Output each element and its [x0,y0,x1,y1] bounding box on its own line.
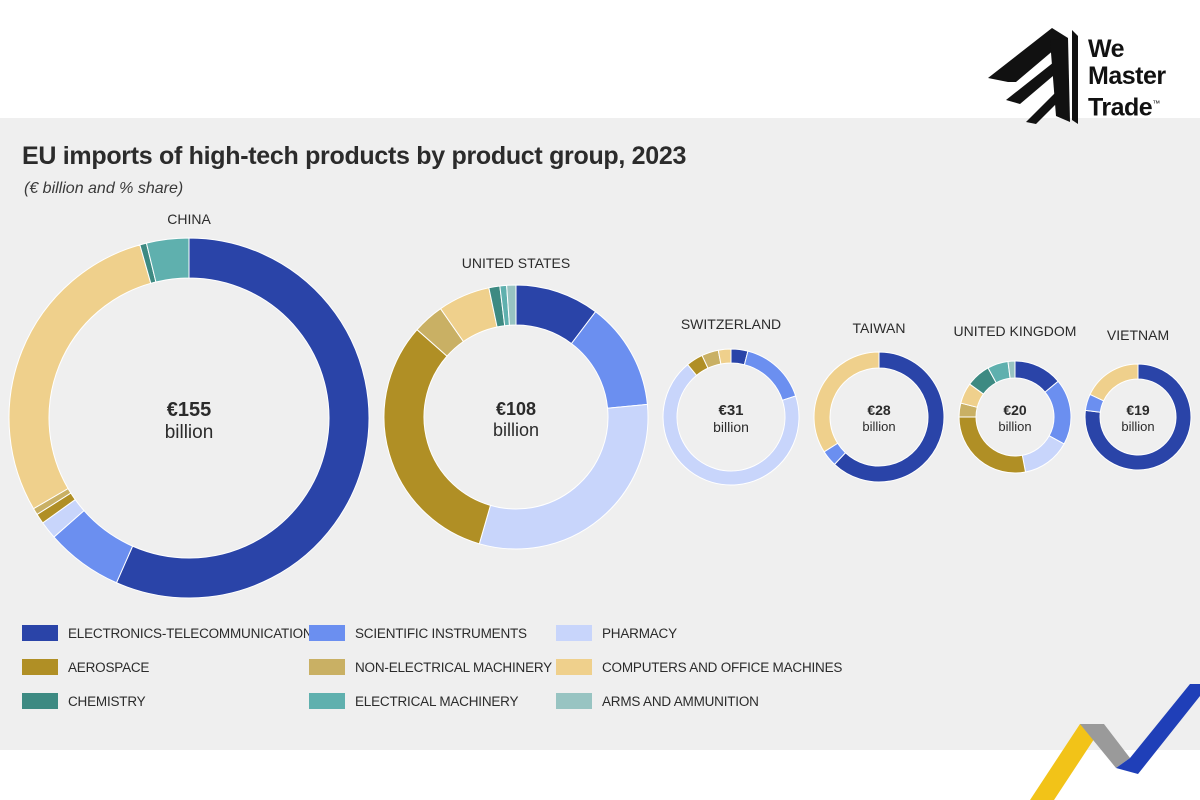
donut-slice-pharmacy [1021,435,1065,473]
legend-label: ELECTRONICS-TELECOMMUNICATIONS [68,625,322,641]
brand-name-line2: Master [1088,62,1166,90]
legend-label: AEROSPACE [68,659,150,675]
country-label: UNITED KINGDOM [954,323,1077,339]
decorative-arrow-icon [1030,684,1200,800]
chart-subtitle: (€ billion and % share) [24,180,184,197]
legend-swatch [309,659,345,675]
brand-name-line3: Trade™ [1088,91,1160,120]
brand-logo-icon [988,28,1078,124]
legend-item-pharmacy: PHARMACY [556,623,677,643]
donut-slice-computers-and-office-machines [8,244,152,510]
total-value: €108 [496,399,536,419]
donut-slice-electronics-telecommunications [833,351,945,483]
donut-slice-aerospace [383,328,492,545]
legend-label: NON-ELECTRICAL MACHINERY [355,659,552,675]
legend-label: COMPUTERS AND OFFICE MACHINES [602,659,843,675]
total-value: €155 [167,399,212,421]
country-label: CHINA [167,211,211,227]
chart-title: EU imports of high-tech products by prod… [22,142,687,170]
legend-swatch [22,659,58,675]
donut-slice-electronics-telecommunications [1084,363,1192,471]
donut-slice-computers-and-office-machines [813,351,880,453]
total-value: €28 [867,402,891,418]
legend-label: PHARMACY [602,625,677,641]
donut-slice-electrical-machinery [145,237,190,283]
total-unit: billion [1121,419,1154,434]
total-unit: billion [998,419,1031,434]
total-unit: billion [862,419,895,434]
legend-swatch [556,659,592,675]
legend-swatch [556,693,592,709]
legend-item-non-electrical: NON-ELECTRICAL MACHINERY [309,657,552,677]
chart-panel [0,118,1200,750]
total-value: €31 [718,402,743,419]
total-unit: billion [493,420,539,440]
total-value: €19 [1126,402,1150,418]
donut-slice-computers-and-office-machines [717,348,732,365]
total-value: €20 [1003,402,1027,418]
brand-name-line1: We [1088,35,1125,63]
donut-slice-electronics-telecommunications [115,237,370,599]
trademark-symbol: ™ [1152,99,1160,108]
legend-swatch [309,693,345,709]
donut-slice-arms-and-ammunition [506,284,517,326]
donut-slice-scientific-instruments [743,350,797,401]
legend-item-computers: COMPUTERS AND OFFICE MACHINES [556,657,842,677]
donut-slice-computers-and-office-machines [1089,363,1139,402]
legend-label: ARMS AND AMMUNITION [602,693,759,709]
legend-swatch [22,693,58,709]
legend-label: SCIENTIFIC INSTRUMENTS [355,625,527,641]
country-label: SWITZERLAND [681,316,781,332]
legend-item-aerospace: AEROSPACE [22,657,149,677]
legend-item-chemistry: CHEMISTRY [22,691,146,711]
legend-swatch [309,625,345,641]
legend-swatch [556,625,592,641]
donut-slice-arms-and-ammunition [1007,360,1016,379]
total-unit: billion [713,419,749,435]
country-label: UNITED STATES [462,255,570,271]
country-label: VIETNAM [1107,327,1169,343]
legend-item-electrical: ELECTRICAL MACHINERY [309,691,518,711]
donut-slice-scientific-instruments [1044,380,1072,445]
country-label: TAIWAN [853,320,906,336]
legend-item-arms: ARMS AND AMMUNITION [556,691,759,711]
legend-swatch [22,625,58,641]
total-unit: billion [165,422,214,443]
legend-item-scientific: SCIENTIFIC INSTRUMENTS [309,623,527,643]
legend-item-electronics: ELECTRONICS-TELECOMMUNICATIONS [22,623,321,643]
brand-name-line3-text: Trade [1088,93,1153,122]
legend-label: ELECTRICAL MACHINERY [355,693,519,709]
legend-label: CHEMISTRY [68,693,146,709]
